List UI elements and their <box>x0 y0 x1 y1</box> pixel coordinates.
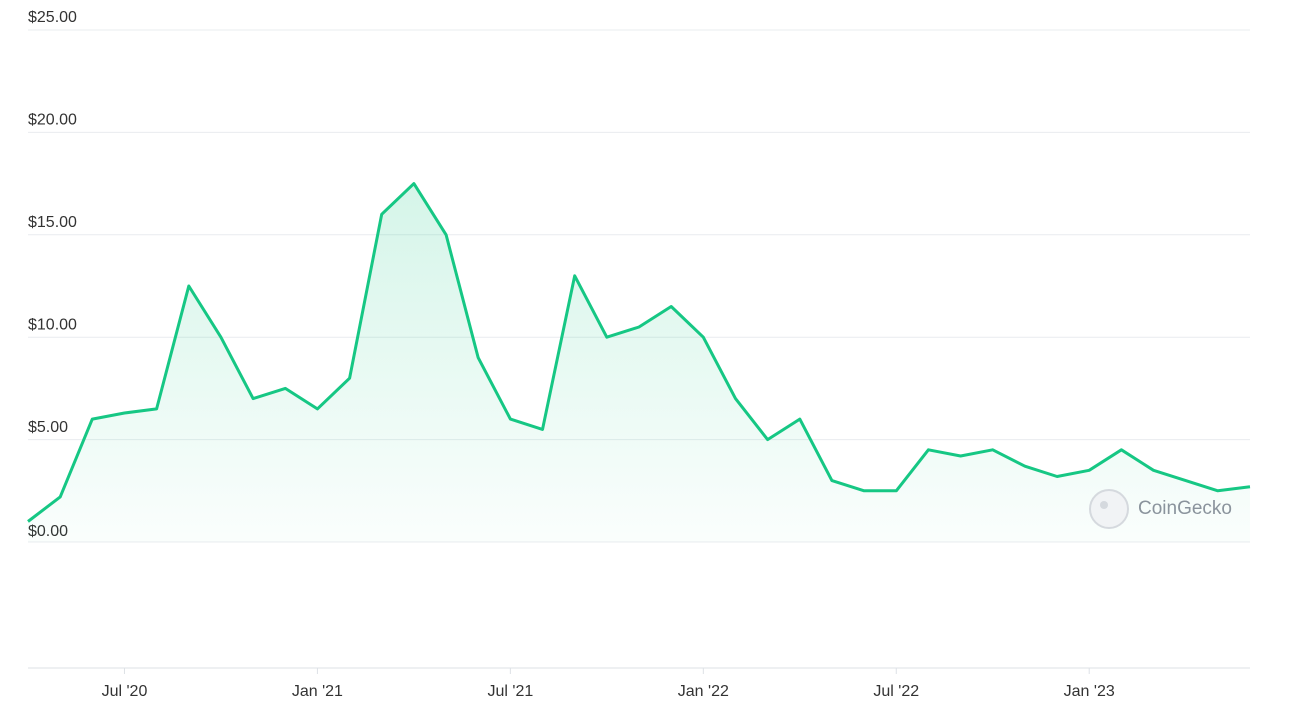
watermark-text: CoinGecko <box>1138 498 1232 519</box>
x-tick-label: Jan '23 <box>1064 683 1115 700</box>
x-tick-label: Jul '20 <box>102 683 148 700</box>
area-fill <box>28 183 1250 542</box>
x-tick-label: Jul '21 <box>487 683 533 700</box>
y-tick-label: $5.00 <box>28 419 68 436</box>
watermark: CoinGecko <box>1089 489 1232 529</box>
y-tick-label: $10.00 <box>28 316 77 333</box>
y-tick-label: $20.00 <box>28 112 77 129</box>
x-tick-label: Jul '22 <box>873 683 919 700</box>
y-tick-label: $15.00 <box>28 214 77 231</box>
x-tick-label: Jan '22 <box>678 683 729 700</box>
x-tick-label: Jan '21 <box>292 683 343 700</box>
price-line <box>27 182 1251 523</box>
y-tick-label: $25.00 <box>28 9 77 26</box>
